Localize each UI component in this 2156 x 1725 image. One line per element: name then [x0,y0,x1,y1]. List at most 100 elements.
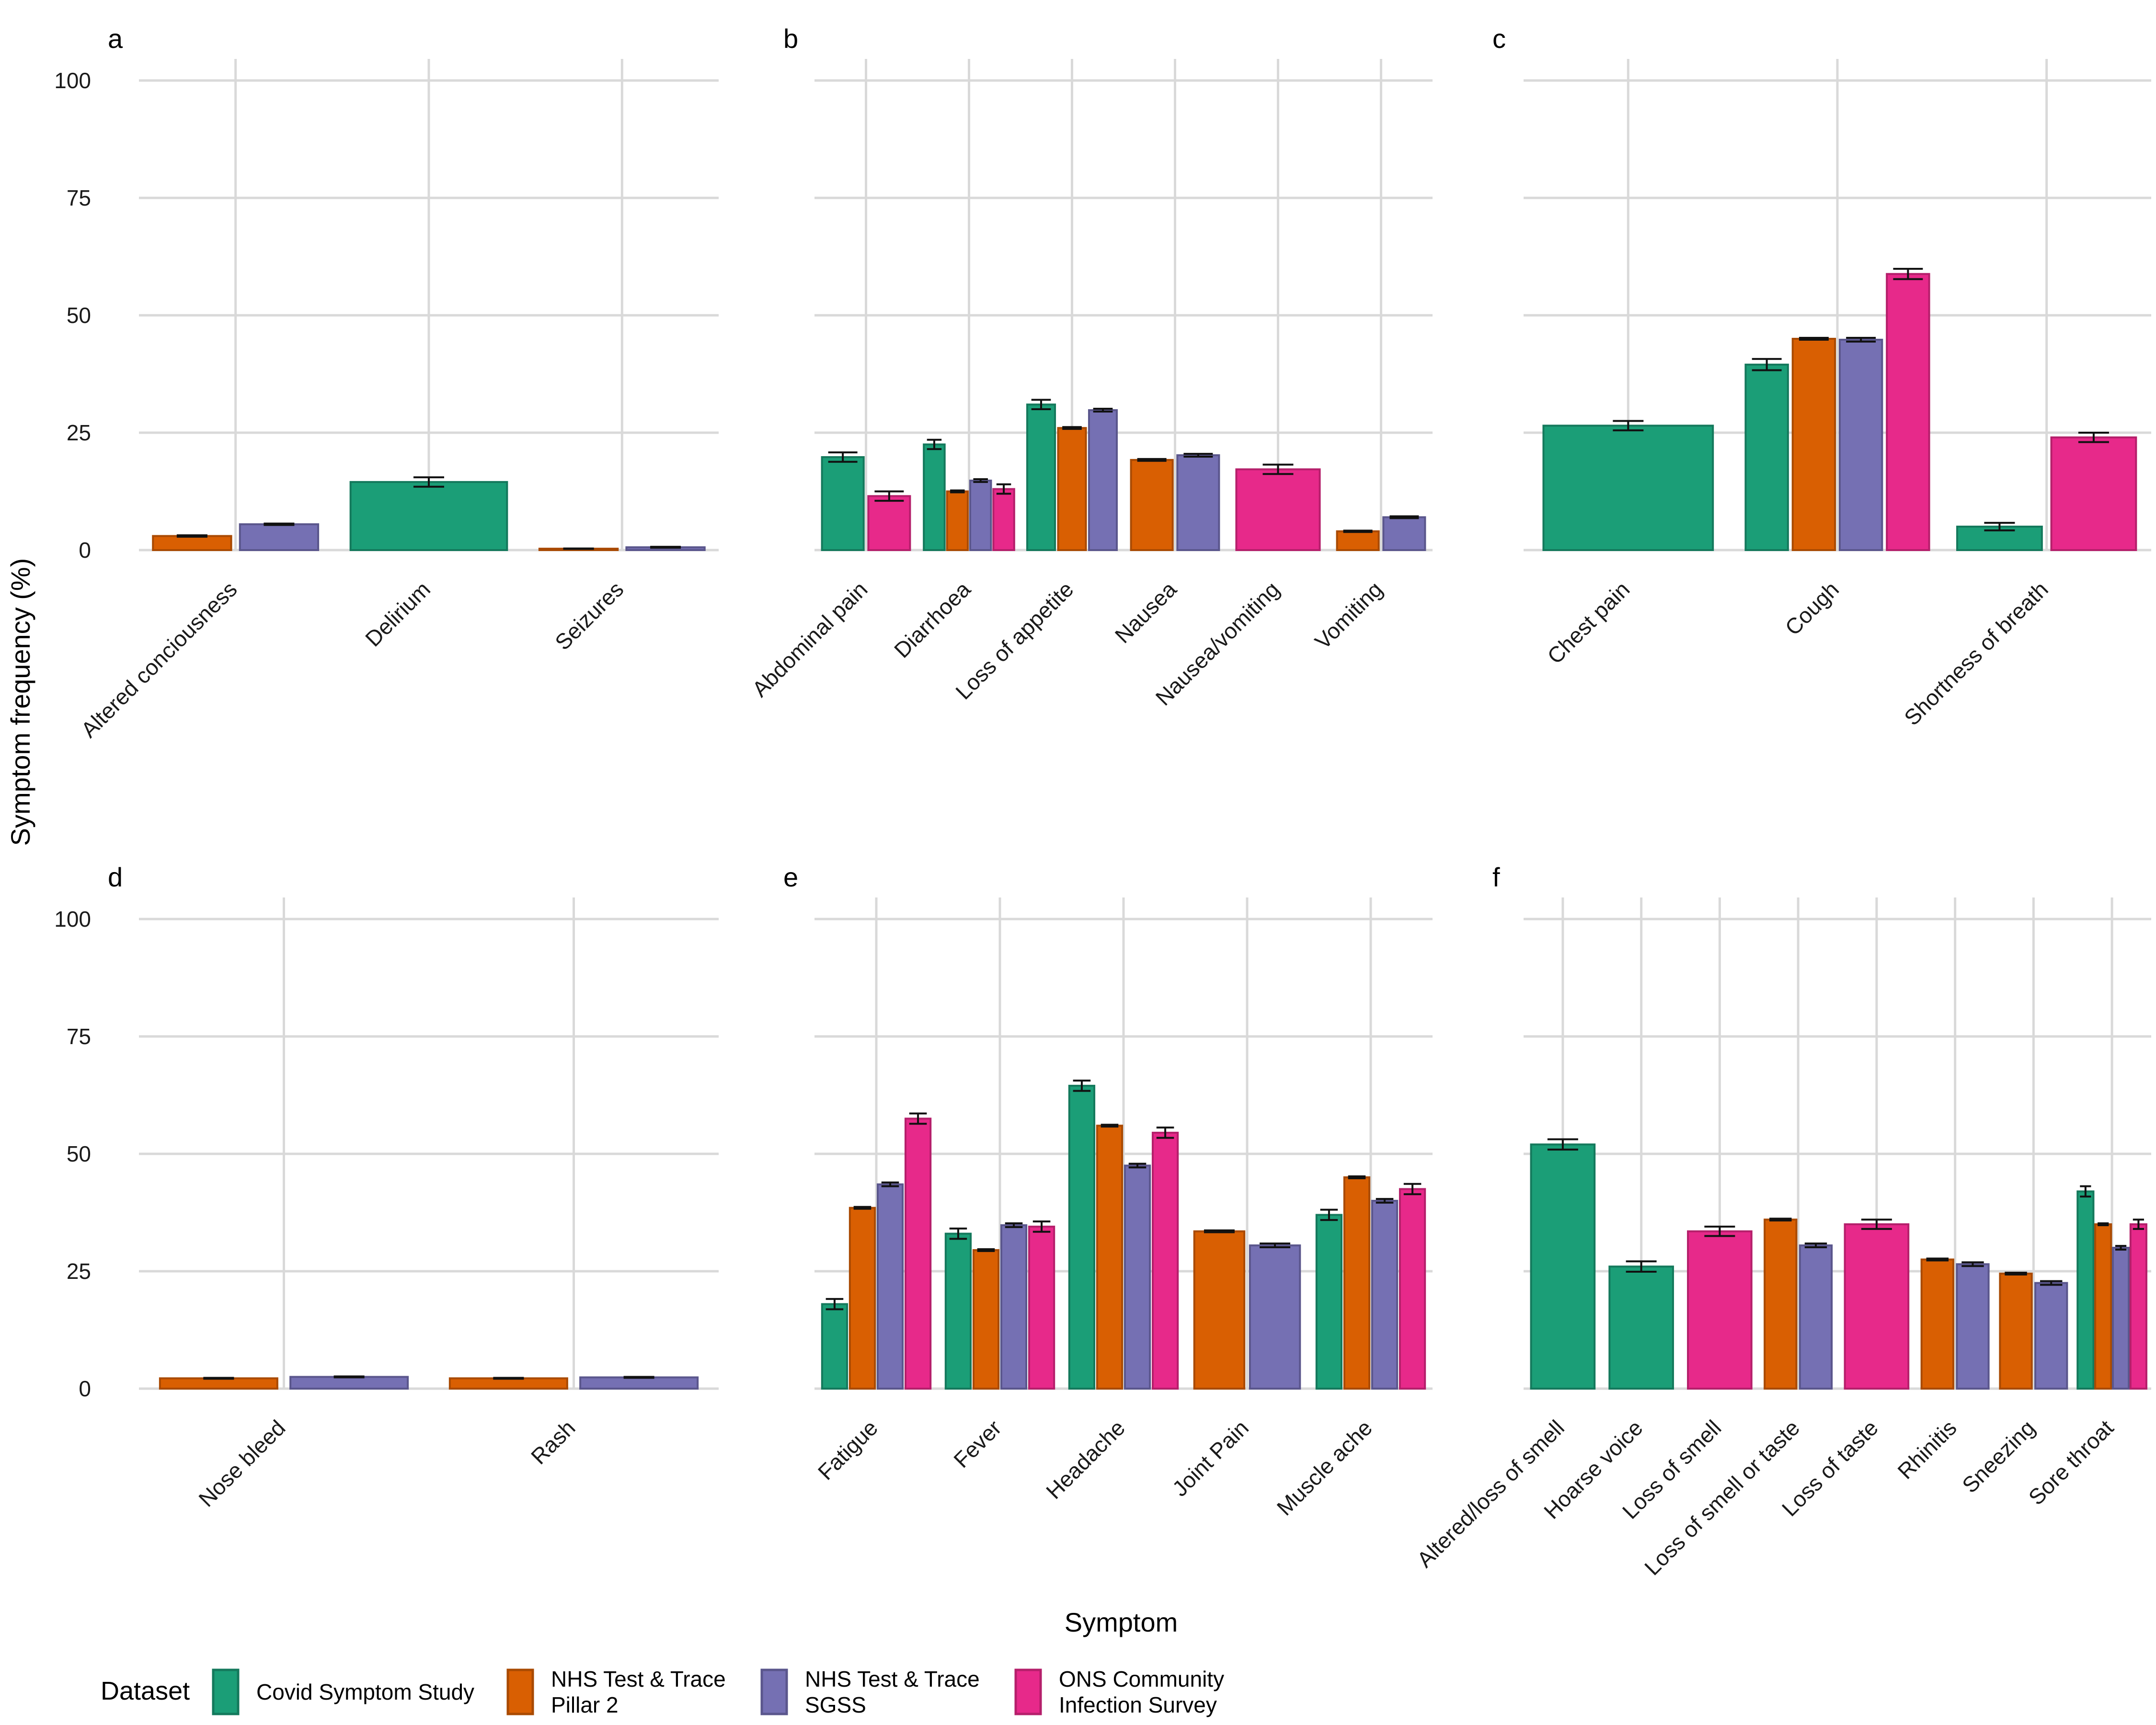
bar [289,1376,409,1390]
bar [1956,1263,1990,1390]
x-tick-label: Delirium [360,576,435,651]
bar [1399,1188,1426,1390]
panel-a: 0 25 50 75 100 a Altered conciousness Delirium S… [54,23,719,742]
bar [1088,409,1118,552]
bar [1999,1272,2033,1390]
bar [1151,1131,1179,1390]
bar [1687,1230,1753,1390]
x-tick-label: Rhinitis [1892,1415,1961,1484]
bar [1249,1244,1301,1390]
legend-swatch [1014,1668,1042,1715]
bar [1343,1176,1371,1390]
y-tick-label: 100 [54,907,91,932]
x-tick-label: Fatigue [813,1415,883,1484]
legend-title: Dataset [101,1677,190,1705]
bar [159,1377,278,1390]
bar [1315,1214,1343,1390]
x-tick-label: Altered/loss of smell [1412,1415,1569,1572]
bar [1799,1244,1833,1390]
y-tick-label: 75 [67,1024,91,1049]
x-tick-label: Chest pain [1542,576,1634,668]
legend-label: ONS Community [1059,1667,1224,1691]
bar [1542,425,1714,551]
bar [2034,1282,2068,1390]
bar [1371,1200,1399,1390]
legend-label: Pillar 2 [551,1692,619,1717]
bar [821,456,865,552]
x-tick-label: Seizures [550,576,628,655]
x-tick-label: Nose bleed [194,1415,290,1511]
x-tick-label: Altered conciousness [76,576,242,742]
legend-label: Infection Survey [1059,1692,1217,1717]
panel-letter: c [1492,23,1506,54]
bar [1336,530,1380,552]
bar [876,1183,904,1390]
legend-swatch [760,1668,788,1715]
bar [1920,1258,1954,1390]
bar [1057,427,1087,552]
bar [448,1377,568,1390]
bar [821,1303,849,1390]
bar [1068,1084,1096,1390]
bar [904,1117,932,1390]
x-tick-label: Abdominal pain [747,576,872,702]
x-tick-label: Joint Pain [1167,1415,1253,1501]
y-tick-label: 50 [67,303,91,328]
bar [849,1207,876,1390]
legend-label: NHS Test & Trace [551,1667,726,1691]
legend-swatch [212,1668,240,1715]
bar [944,1232,972,1390]
panel-letter: d [108,862,123,892]
legend-label: NHS Test & Trace [805,1667,980,1691]
legend-item: Covid Symptom Study [212,1668,474,1715]
panels: 0 25 50 75 100 a Altered conciousness Delirium S… [54,23,2151,1580]
bar [969,479,992,552]
bar [972,1249,1000,1390]
x-tick-label: Fever [949,1415,1006,1472]
bar [1844,1223,1910,1390]
y-tick-label: 50 [67,1141,91,1166]
bar [2050,436,2137,551]
legend: Dataset Covid Symptom Study NHS Test & Tr… [101,1667,1224,1717]
bar [1530,1143,1596,1390]
y-axis-title: Symptom frequency (%) [5,558,35,846]
bar [1744,363,1789,552]
bar [1764,1219,1798,1390]
legend-swatch [506,1668,534,1715]
y-tick-label: 0 [79,1376,91,1401]
bar [1235,468,1321,551]
bar [239,523,320,551]
bar [349,481,508,552]
x-tick-label: Rash [526,1415,580,1469]
bar [992,488,1015,551]
bar [2076,1190,2095,1390]
legend-label: SGSS [805,1692,866,1717]
panel-letter: f [1492,862,1500,892]
bar [1791,338,1836,551]
panel-letter: e [783,862,798,892]
bar [1000,1224,1028,1390]
y-tick-label: 25 [67,1259,91,1284]
x-axis-title: Symptom [1065,1607,1178,1637]
bar [579,1376,699,1390]
bar [1096,1125,1124,1390]
bar [1124,1164,1151,1390]
bar [923,443,946,551]
panel-letter: a [108,23,123,54]
bar [2094,1223,2112,1390]
bar [1886,273,1930,551]
bar [1028,1225,1055,1390]
panel-letter: b [783,23,798,54]
bar [1130,459,1174,552]
panel-d: 0 25 50 75 100 d Nose bleed Rash [54,862,719,1512]
x-tick-label: Sore throat [2024,1415,2119,1510]
legend-label: Covid Symptom Study [256,1679,474,1704]
bar [2129,1223,2147,1390]
x-tick-label: Muscle ache [1272,1415,1377,1520]
